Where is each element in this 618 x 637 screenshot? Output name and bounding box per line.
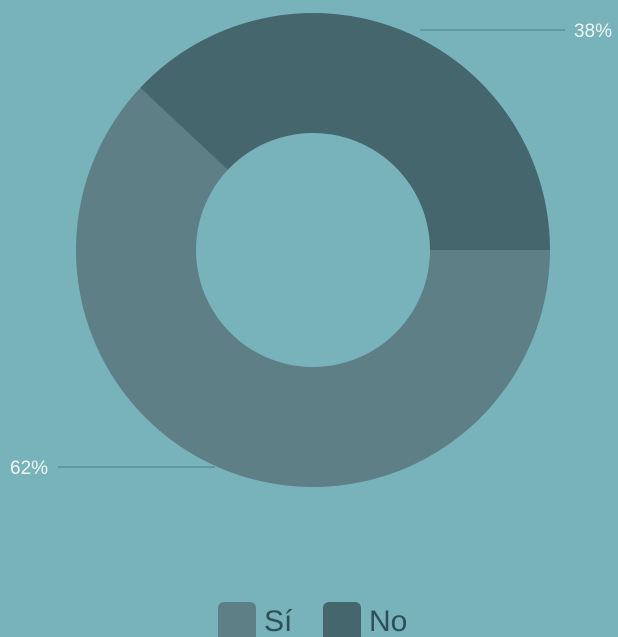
legend-label: Sí [264, 605, 293, 637]
donut-slice [75, 87, 550, 488]
data-label: 38% [574, 21, 612, 42]
legend-swatch [218, 602, 256, 637]
legend-swatch [323, 602, 361, 637]
legend-label: No [369, 605, 407, 637]
data-label: 62% [10, 458, 48, 479]
donut-slice [140, 13, 550, 250]
